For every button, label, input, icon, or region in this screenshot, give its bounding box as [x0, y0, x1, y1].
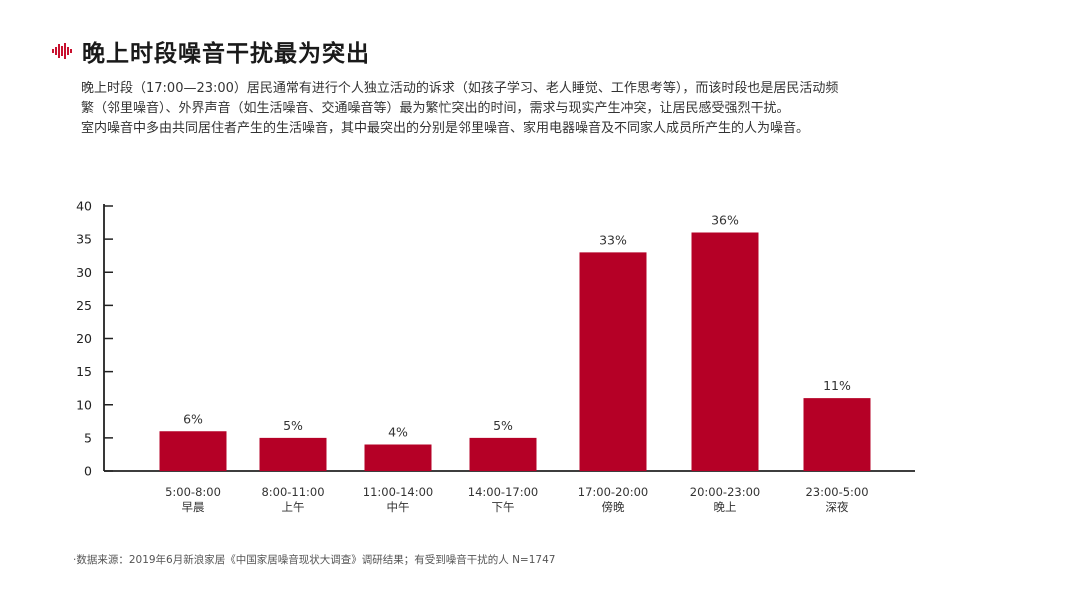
data-label: 11%: [823, 378, 851, 393]
x-tick-label: 23:00-5:00: [805, 485, 868, 499]
bar: [259, 437, 327, 471]
y-tick-label: 15: [76, 364, 92, 379]
data-label: 36%: [711, 213, 739, 228]
data-label: 5%: [493, 418, 513, 433]
y-tick-label: 35: [76, 232, 92, 247]
y-tick-label: 20: [76, 331, 92, 346]
bar: [159, 431, 227, 471]
y-tick-label: 40: [76, 199, 92, 214]
description-line-2: 繁（邻里噪音）、外界声音（如生活噪音、交通噪音等）最为繁忙突出的时间，需求与现实…: [81, 101, 790, 116]
x-tick-label: 8:00-11:00: [261, 485, 324, 499]
bar: [691, 232, 759, 471]
x-tick-label: 5:00-8:00: [165, 485, 221, 499]
data-label: 33%: [599, 232, 627, 247]
x-tick-label: 14:00-17:00: [468, 485, 538, 499]
y-tick-label: 10: [76, 397, 92, 412]
x-tick-sublabel: 中午: [387, 500, 410, 514]
page-title: 晚上时段噪音干扰最为突出: [82, 41, 370, 67]
data-label: 5%: [283, 418, 303, 433]
title-row: 晚上时段噪音干扰最为突出: [52, 34, 370, 68]
description-line-3: 室内噪音中多由共同居住者产生的生活噪音，其中最突出的分别是邻里噪音、家用电器噪音…: [81, 121, 810, 136]
data-label: 6%: [183, 411, 203, 426]
x-tick-sublabel: 深夜: [826, 500, 849, 514]
y-tick-label: 0: [84, 464, 92, 479]
x-tick-sublabel: 早晨: [182, 500, 205, 514]
x-tick-sublabel: 下午: [492, 500, 515, 514]
y-tick-label: 25: [76, 298, 92, 313]
x-tick-label: 20:00-23:00: [690, 485, 760, 499]
sound-wave-icon: [52, 43, 72, 59]
description: 晚上时段（17:00—23:00）居民通常有进行个人独立活动的诉求（如孩子学习、…: [81, 79, 911, 139]
bar: [364, 444, 432, 471]
description-line-1: 晚上时段（17:00—23:00）居民通常有进行个人独立活动的诉求（如孩子学习、…: [81, 81, 839, 96]
y-tick-label: 5: [84, 430, 92, 445]
x-tick-sublabel: 晚上: [714, 500, 737, 514]
bar: [579, 252, 647, 471]
x-tick-label: 17:00-20:00: [578, 485, 648, 499]
data-label: 4%: [388, 425, 408, 440]
y-tick-label: 30: [76, 265, 92, 280]
bar: [803, 398, 871, 471]
x-tick-sublabel: 上午: [282, 500, 305, 514]
bar: [469, 437, 537, 471]
x-tick-sublabel: 傍晚: [602, 500, 625, 514]
x-tick-label: 11:00-14:00: [363, 485, 433, 499]
data-source-note: ·数据来源：2019年6月新浪家居《中国家居噪音现状大调查》调研结果；有受到噪音…: [73, 554, 556, 566]
